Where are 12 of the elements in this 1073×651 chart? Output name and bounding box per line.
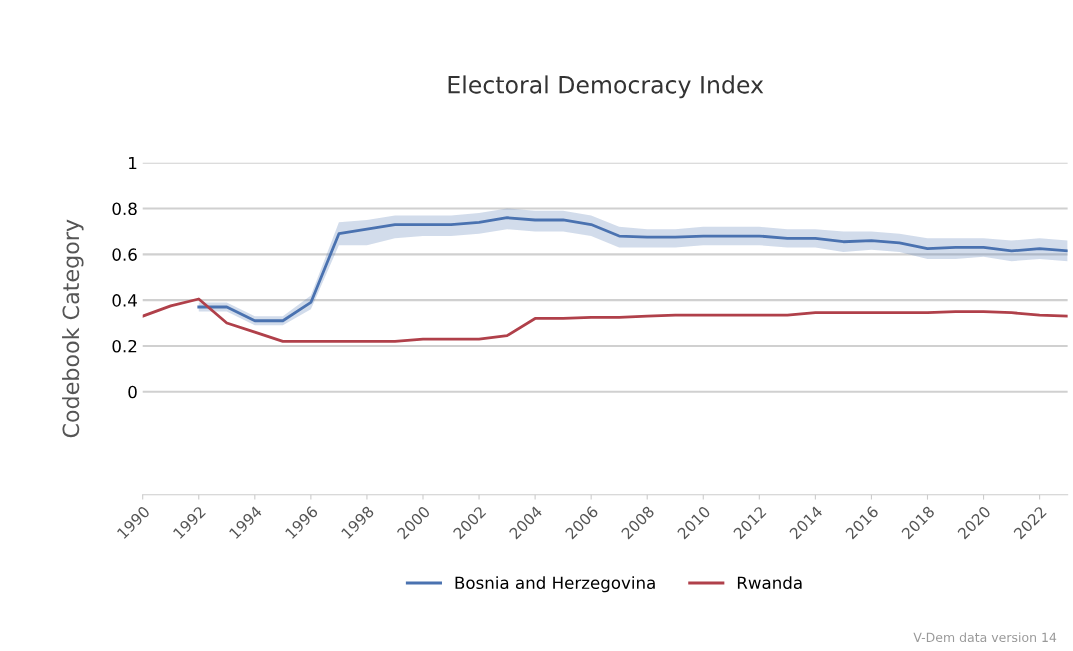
chart-title: Electoral Democracy Index (448, 75, 764, 99)
y-tick-label: 0.4 (112, 294, 137, 307)
y-tick-label: 0.8 (112, 202, 137, 216)
text: V-Dem data version 14 (913, 632, 1057, 643)
y-tick-label: 0.6 (112, 248, 137, 261)
y-tick-label: 0.2 (112, 339, 137, 353)
y-axis-title: Codebook Category (62, 219, 84, 438)
line-series (142, 297, 1068, 343)
y-tick-label: 0 (128, 385, 137, 399)
legend-label: Bosnia and Herzegovina (455, 576, 655, 593)
y-tick-label: 1 (129, 156, 137, 170)
legend-label: Rwanda (737, 576, 802, 590)
